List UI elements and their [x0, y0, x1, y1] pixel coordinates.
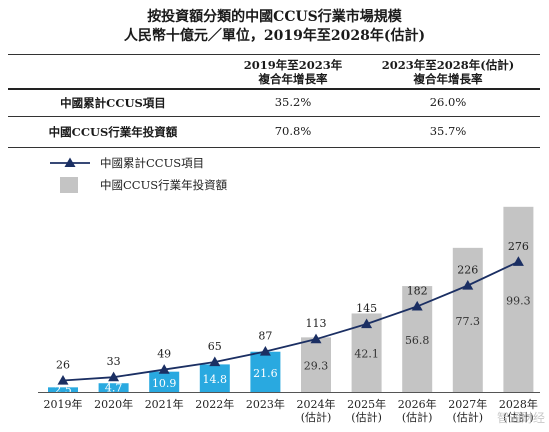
x-tick-label: (估計)	[402, 410, 433, 424]
x-axis: 2019年 2020年 2021年 2022年 2023年 2024年(估計)2025年(…	[38, 392, 540, 424]
legend-bar-swatch	[60, 177, 78, 193]
line-point-marker	[209, 356, 221, 367]
table-row-value: 35.7%	[429, 124, 467, 138]
line-value-label: 49	[157, 348, 171, 361]
table-row-rule	[8, 116, 540, 117]
table-header-col1: 2019年至2023年 複合年增長率	[218, 58, 368, 86]
table-row-value: 26.0%	[429, 95, 467, 109]
line-point-marker	[108, 371, 120, 382]
x-tick-label: 2028年	[499, 397, 538, 411]
line-value-label: 26	[56, 359, 70, 372]
bar-value-label: 2.5	[54, 384, 72, 397]
cagr-table: 2019年至2023年 複合年增長率 2023年至2028年(估計) 複合年增長…	[8, 46, 540, 155]
line-point-marker	[310, 333, 322, 344]
line-value-label: 87	[258, 330, 272, 343]
x-tick-label: (估計)	[503, 410, 534, 424]
x-tick-label: 2025年	[347, 397, 386, 411]
x-tick-label: 2021年	[145, 397, 184, 411]
table-row-value: 70.8%	[274, 124, 312, 138]
line-value-label: 276	[508, 240, 529, 253]
bar-value-label: 42.1	[354, 348, 379, 361]
x-tick-label: 2020年	[94, 397, 133, 411]
bar	[48, 387, 78, 392]
line-series: 26 33 49 65 87 113 145 182 226 276	[56, 240, 529, 385]
table-header-col2: 2023年至2028年(估計) 複合年增長率	[363, 58, 533, 86]
table-header-col1-line2: 複合年增長率	[258, 72, 328, 86]
table-header-col2-line1: 2023年至2028年(估計)	[381, 58, 515, 72]
table-header-col1-line1: 2019年至2023年	[243, 58, 343, 72]
x-tick-label: (估計)	[453, 410, 484, 424]
line-value-label: 145	[356, 302, 377, 315]
bar-value-label: 77.3	[456, 315, 481, 328]
x-tick-label: 2019年	[44, 397, 83, 411]
legend-label: 中國累計CCUS項目	[100, 156, 204, 170]
bar	[98, 383, 129, 392]
table-bottom-rule	[8, 147, 540, 148]
line-point-marker	[462, 280, 474, 290]
legend-label: 中國CCUS行業年投資額	[100, 178, 228, 192]
x-tick-label: 2027年	[448, 397, 487, 411]
line-point-marker	[259, 346, 271, 356]
bar	[250, 351, 281, 392]
table-top-rule	[8, 54, 540, 55]
bar-series: 2.5 4.7 10.9 14.8 21.6 29.3 42.1 56.8 77.3 99.3	[48, 206, 534, 397]
bar	[452, 247, 483, 392]
line-value-label: 113	[306, 317, 327, 330]
table-row-label: 中國CCUS行業年投資額	[48, 125, 178, 139]
x-tick-label: 2022年	[195, 397, 234, 411]
bar	[301, 337, 331, 392]
bar-value-label: 4.7	[105, 382, 123, 395]
line-path	[62, 260, 519, 382]
line-point-marker	[361, 318, 373, 329]
x-tick-label: 2024年	[297, 397, 336, 411]
bar-value-label: 56.8	[405, 334, 430, 347]
bar-value-label: 29.3	[304, 360, 329, 373]
table-header-rule	[8, 88, 540, 90]
bar-value-label: 21.6	[253, 367, 278, 380]
bar-value-label: 10.9	[152, 377, 177, 390]
x-tick-label: (估計)	[351, 410, 382, 424]
watermark: 智通财经	[496, 411, 545, 425]
line-value-label: 226	[457, 264, 478, 277]
line-value-label: 33	[107, 355, 121, 368]
x-tick-label: 2023年	[246, 397, 285, 411]
bar	[503, 206, 534, 392]
bar	[149, 371, 180, 392]
bar-value-label: 99.3	[506, 294, 531, 307]
bar	[199, 364, 230, 392]
line-value-label: 182	[407, 284, 428, 297]
table-header-col2-line2: 複合年增長率	[413, 72, 483, 86]
table-row-value: 35.2%	[274, 95, 312, 109]
line-point-marker	[512, 256, 524, 266]
line-point-marker	[57, 375, 69, 385]
bar-value-label: 14.8	[203, 373, 228, 386]
line-point-marker	[158, 364, 170, 374]
line-value-label: 65	[208, 340, 222, 353]
x-tick-label: 2026年	[398, 397, 437, 411]
line-point-marker	[411, 300, 423, 311]
chart-subtitle: 人民幣十億元／單位，2019年至2028年(估計)	[123, 28, 426, 44]
table-row-label: 中國累計CCUS項目	[60, 96, 166, 110]
legend-line-marker	[64, 157, 76, 167]
x-tick-label: (估計)	[301, 410, 332, 424]
chart-title: 按投資額分類的中國CCUS行業市場規模	[147, 9, 402, 25]
